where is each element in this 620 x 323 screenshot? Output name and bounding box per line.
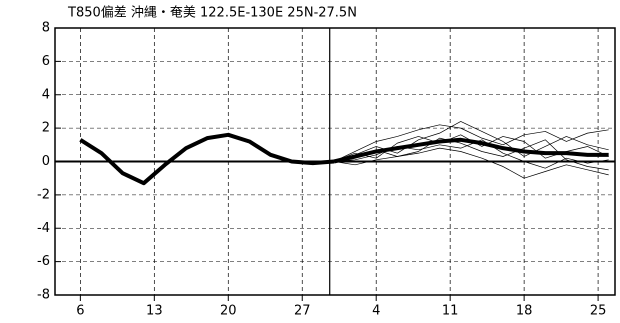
y-tick-label: 2 xyxy=(42,121,50,136)
x-tick-label: 4 xyxy=(372,304,380,319)
series-line xyxy=(333,121,609,162)
series-line xyxy=(333,147,609,179)
x-tick-label: 25 xyxy=(590,304,607,319)
y-tick-label: -2 xyxy=(37,187,50,202)
y-tick-label: 8 xyxy=(42,21,50,36)
x-tick-label: 11 xyxy=(442,304,459,319)
x-tick-label: 13 xyxy=(146,304,163,319)
y-tick-label: -4 xyxy=(37,221,50,236)
chart-title: T850偏差 沖縄・奄美 122.5E-130E 25N-27.5N xyxy=(67,6,357,21)
series-line xyxy=(333,134,609,162)
y-tick-label: 6 xyxy=(42,54,50,69)
y-tick-label: 0 xyxy=(42,154,50,169)
series-line xyxy=(333,124,609,162)
x-tick-label: 6 xyxy=(76,304,84,319)
series-line xyxy=(333,139,609,169)
y-tick-label: -8 xyxy=(37,288,50,303)
series-line xyxy=(333,137,609,164)
y-tick-label: -6 xyxy=(37,254,50,269)
x-tick-label: 18 xyxy=(516,304,533,319)
series-line xyxy=(79,132,335,186)
x-tick-label: 20 xyxy=(220,304,237,319)
x-tick-label: 27 xyxy=(294,304,311,319)
y-tick-label: 4 xyxy=(42,87,50,102)
